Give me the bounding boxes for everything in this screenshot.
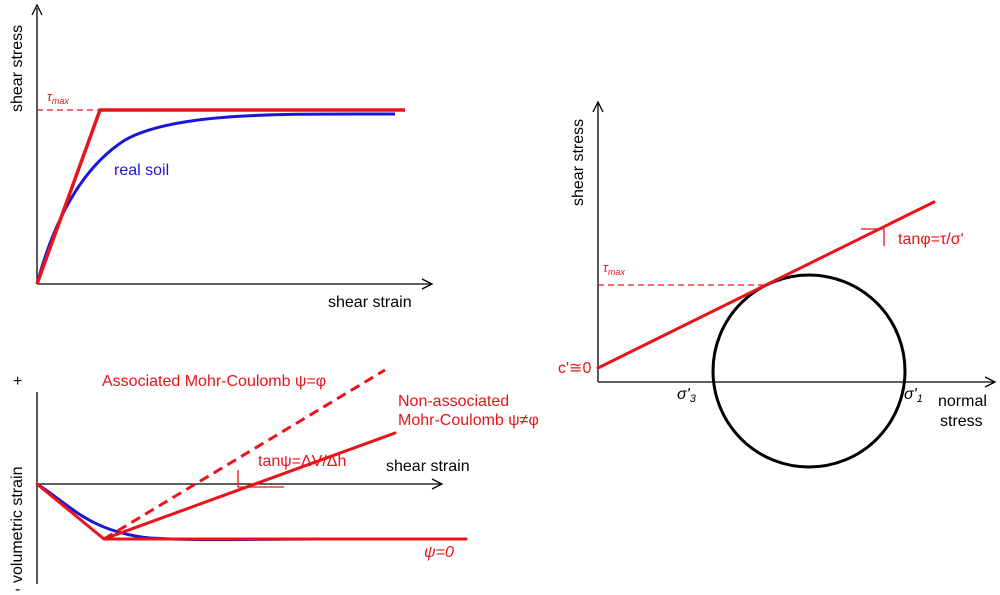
mc-x-axis-label-2: stress (940, 413, 983, 430)
volumetric-strain-panel: + - volumetric strain shear strain Assoc… (9, 368, 539, 595)
mohr-circle (711, 273, 907, 469)
vol-y-axis-label: volumetric strain (9, 467, 26, 583)
mc-x-axis-arrow (984, 376, 997, 388)
stress-strain-panel: shear stress shear strain τmax real soil (9, 3, 434, 311)
elastic-perfectly-plastic-line (35, 108, 405, 285)
y-axis-arrow (31, 3, 43, 16)
psi-zero-line (35, 482, 468, 541)
plus-sign: + (13, 373, 22, 390)
tau-max-symbol: τmax (47, 89, 69, 106)
vol-x-axis-arrow (431, 478, 444, 490)
y-axis-label: shear stress (9, 25, 26, 112)
vol-x-axis-label: shear strain (386, 458, 470, 475)
tan-psi-label: tanψ=ΔV/Δh (258, 453, 346, 470)
tan-phi-slope-triangle (861, 228, 885, 246)
mc-y-axis-arrow (592, 100, 604, 113)
mc-tau-max-symbol: τmax (603, 260, 625, 277)
associated-label: Associated Mohr-Coulomb ψ=φ (102, 373, 326, 390)
real-soil-label: real soil (114, 162, 169, 179)
failure-envelope (596, 200, 936, 370)
associated-line (103, 368, 386, 541)
tan-psi-slope-triangle (237, 470, 284, 488)
cohesion-label: c'≅0 (558, 360, 591, 377)
mc-y-axis-label: shear stress (570, 119, 587, 206)
non-associated-label-1: Non-associated (398, 393, 509, 410)
tan-phi-label: tanφ=τ/σ' (898, 231, 964, 248)
non-associated-line (102, 431, 397, 541)
psi-zero-label: ψ=0 (424, 544, 454, 561)
sigma3-label: σ'3 (677, 386, 697, 405)
minus-sign: - (15, 581, 20, 595)
sigma1-label: σ'1 (904, 386, 923, 405)
x-axis-arrow (421, 278, 434, 290)
non-associated-label-2: Mohr-Coulomb ψ≠φ (398, 412, 539, 429)
x-axis-label: shear strain (328, 294, 412, 311)
mc-x-axis-label-1: normal (938, 393, 987, 410)
mohr-coulomb-panel: shear stress normal stress τmax c'≅0 tan… (558, 100, 997, 469)
